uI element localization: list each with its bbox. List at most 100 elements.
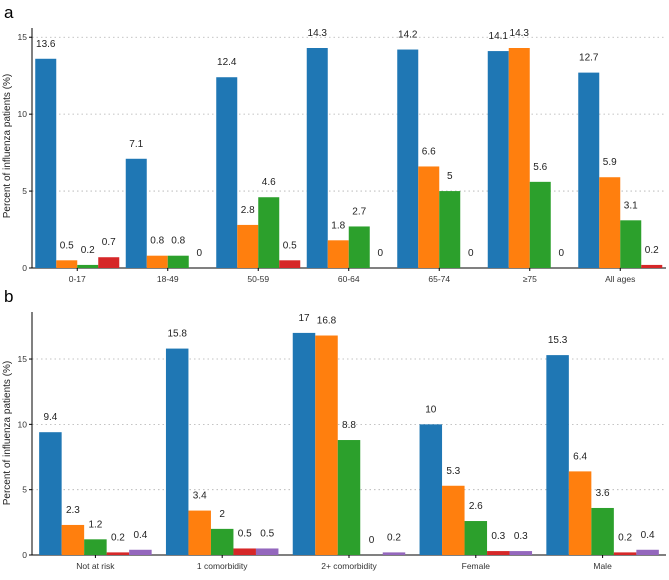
data-label: 2.7 bbox=[352, 206, 366, 217]
data-label: 9.4 bbox=[43, 412, 57, 423]
x-tick-label: 65-74 bbox=[428, 274, 450, 284]
bar bbox=[35, 58, 57, 269]
x-tick-label: All ages bbox=[605, 274, 635, 284]
data-label: 10 bbox=[425, 404, 437, 415]
data-label: 17 bbox=[298, 313, 310, 324]
data-label: 15.3 bbox=[548, 335, 568, 346]
bar bbox=[620, 220, 642, 268]
bar bbox=[508, 48, 530, 268]
bar bbox=[546, 355, 569, 555]
data-label: 0.5 bbox=[60, 240, 74, 251]
bar bbox=[613, 552, 637, 555]
panel-a: a Percent of influenza patients (%) 0 5 10 15… bbox=[2, 3, 666, 284]
bar bbox=[487, 551, 510, 555]
data-label: 1.2 bbox=[88, 519, 102, 530]
x-tick-label: 50-59 bbox=[247, 274, 269, 284]
bar bbox=[509, 551, 533, 555]
bar bbox=[487, 51, 509, 269]
data-label: 6.6 bbox=[422, 146, 436, 157]
panel-letter: b bbox=[4, 287, 13, 306]
x-tick-label: Male bbox=[593, 561, 612, 571]
bar bbox=[529, 181, 551, 268]
y-tick-label: 15 bbox=[18, 354, 28, 364]
bar bbox=[98, 257, 120, 268]
data-label: 3.4 bbox=[193, 491, 207, 502]
bar bbox=[77, 264, 99, 268]
data-label: 7.1 bbox=[129, 139, 143, 150]
data-label: 8.8 bbox=[342, 420, 356, 431]
bar bbox=[255, 548, 279, 555]
bar bbox=[306, 48, 328, 268]
data-label: 14.3 bbox=[308, 28, 328, 39]
bar bbox=[210, 528, 234, 555]
data-label: 2.3 bbox=[66, 505, 80, 516]
bar bbox=[61, 524, 85, 555]
data-label: 0.4 bbox=[641, 530, 655, 541]
data-label: 0.7 bbox=[102, 237, 116, 248]
x-tick-label: Female bbox=[462, 561, 491, 571]
data-label: 3.6 bbox=[596, 488, 610, 499]
data-label: 0 bbox=[558, 248, 564, 259]
data-label: 0.5 bbox=[283, 240, 297, 251]
bar bbox=[56, 260, 78, 268]
bar bbox=[568, 471, 592, 555]
y-tick-label: 10 bbox=[18, 419, 28, 429]
data-label: 0.2 bbox=[387, 532, 401, 543]
data-label: 0.5 bbox=[260, 528, 274, 539]
bar bbox=[442, 485, 465, 555]
data-label: 2.6 bbox=[469, 501, 483, 512]
bar bbox=[419, 424, 443, 555]
data-label: 15.8 bbox=[167, 329, 187, 340]
x-tick-label: 18-49 bbox=[157, 274, 179, 284]
data-label: 0 bbox=[468, 248, 474, 259]
y-tick-label: 5 bbox=[22, 186, 27, 196]
bar bbox=[382, 552, 406, 555]
data-label: 14.2 bbox=[398, 30, 418, 41]
data-label: 0.3 bbox=[491, 531, 505, 542]
data-label: 0 bbox=[369, 535, 375, 546]
data-label: 0.2 bbox=[81, 245, 95, 256]
x-tick-label: 2+ comorbidity bbox=[321, 561, 377, 571]
bar bbox=[216, 77, 238, 268]
data-label: 5 bbox=[447, 171, 453, 182]
data-label: 12.7 bbox=[579, 53, 599, 64]
data-label: 2 bbox=[219, 509, 225, 520]
bar bbox=[237, 224, 259, 268]
data-label: 0.5 bbox=[238, 528, 252, 539]
bar bbox=[418, 166, 440, 268]
bar bbox=[84, 539, 107, 555]
bar bbox=[188, 510, 211, 555]
x-tick-label: 0-17 bbox=[69, 274, 86, 284]
panel-letter: a bbox=[4, 3, 14, 22]
data-label: 4.6 bbox=[262, 177, 276, 188]
bar bbox=[591, 507, 614, 555]
data-label: 0 bbox=[196, 248, 202, 259]
data-label: 0.8 bbox=[171, 236, 185, 247]
data-label: 0 bbox=[377, 248, 383, 259]
x-tick-label: 60-64 bbox=[338, 274, 360, 284]
y-axis-label: Percent of influenza patients (%) bbox=[2, 74, 13, 219]
bar bbox=[315, 335, 338, 555]
y-tick-label: 10 bbox=[18, 109, 28, 119]
data-label: 14.3 bbox=[510, 28, 530, 39]
panel-b: b Percent of influenza patients (%) 0 5 10 15… bbox=[2, 287, 666, 571]
y-tick-label: 0 bbox=[22, 263, 27, 273]
bar bbox=[258, 197, 280, 268]
bar bbox=[337, 440, 361, 555]
bar bbox=[233, 548, 256, 555]
bar bbox=[348, 226, 370, 268]
data-label: 5.3 bbox=[446, 466, 460, 477]
bar bbox=[167, 255, 189, 268]
data-label: 14.1 bbox=[489, 31, 509, 42]
bar bbox=[129, 549, 152, 555]
data-label: 0.8 bbox=[150, 236, 164, 247]
bar bbox=[397, 49, 419, 269]
data-label: 6.4 bbox=[573, 451, 587, 462]
bar bbox=[292, 332, 316, 555]
data-label: 13.6 bbox=[36, 39, 56, 50]
bar bbox=[39, 432, 62, 555]
bar bbox=[636, 549, 659, 555]
data-label: 12.4 bbox=[217, 57, 237, 68]
bar bbox=[439, 191, 461, 268]
